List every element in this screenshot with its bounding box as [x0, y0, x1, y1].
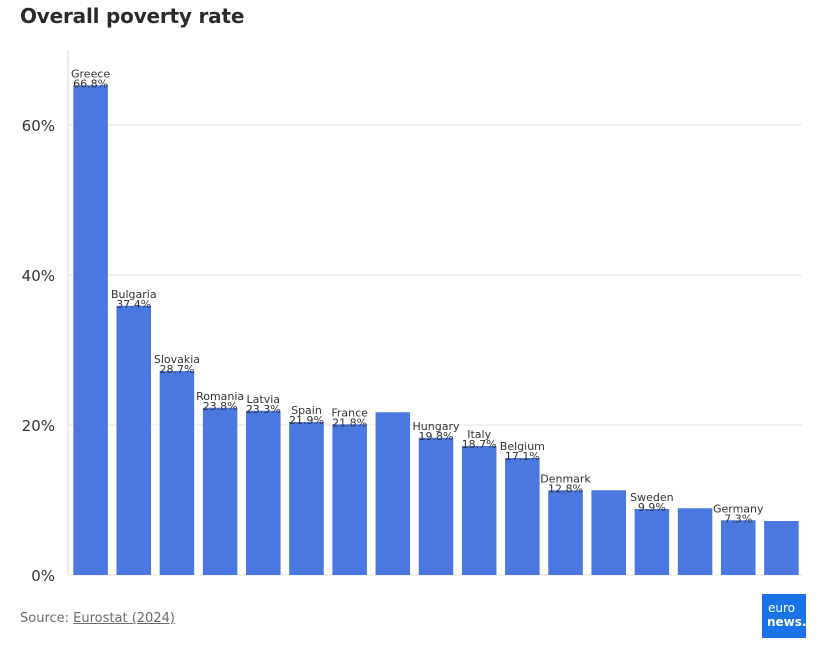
bar-value-label: 18.7% — [462, 438, 497, 451]
euronews-logo[interactable]: euro news. — [762, 594, 806, 638]
bar[interactable] — [591, 490, 626, 575]
bars — [73, 85, 799, 575]
bar-value-label: 28.7% — [159, 363, 194, 376]
bar-category-label: Italy — [467, 428, 491, 441]
bar[interactable] — [332, 424, 367, 575]
bar-value-label: 23.3% — [246, 403, 281, 416]
bar-value-label: 23.8% — [203, 400, 238, 413]
bar[interactable] — [375, 412, 411, 575]
bar-category-label: Hungary — [413, 420, 460, 433]
bar-value-label: 66.8% — [73, 77, 108, 90]
bar-value-label: 19.8% — [419, 430, 454, 443]
bar[interactable] — [73, 85, 108, 575]
bar[interactable] — [505, 458, 540, 575]
chart-title: Overall poverty rate — [20, 4, 245, 28]
y-tick-label: 40% — [22, 267, 55, 285]
bar-category-label: Bulgaria — [111, 288, 157, 301]
bar-category-label: Greece — [71, 67, 110, 80]
bar[interactable] — [461, 446, 497, 575]
bar-category-label: Denmark — [540, 472, 591, 485]
bar[interactable] — [159, 371, 195, 575]
y-tick-label: 20% — [22, 417, 55, 435]
bar-category-label: Latvia — [247, 393, 281, 406]
bar-value-label: 9.9% — [638, 501, 666, 514]
bar[interactable] — [246, 410, 281, 575]
logo-line1: euro — [768, 601, 795, 615]
bar[interactable] — [289, 422, 324, 575]
bar[interactable] — [677, 508, 713, 575]
bar-value-label: 21.8% — [332, 416, 367, 429]
logo-line2: news. — [767, 615, 807, 629]
source-link[interactable]: Eurostat (2024) — [73, 611, 175, 626]
bar-category-label: Belgium — [500, 440, 545, 453]
bar-value-label: 21.9% — [289, 414, 324, 427]
bar[interactable] — [720, 520, 756, 575]
bar-value-label: 7.3% — [724, 512, 752, 525]
bar-category-label: Sweden — [630, 491, 673, 504]
source-line: Source: Eurostat (2024) — [20, 611, 175, 626]
bar-category-label: France — [331, 406, 368, 419]
bar-category-label: Slovakia — [154, 353, 200, 366]
bar[interactable] — [116, 305, 152, 575]
y-tick-label: 0% — [31, 567, 55, 585]
bar[interactable] — [548, 490, 583, 575]
bar[interactable] — [634, 509, 670, 575]
bar-value-label: 12.8% — [548, 482, 583, 495]
bar[interactable] — [202, 407, 238, 575]
bar-value-label: 17.1% — [505, 450, 540, 463]
bar-category-label: Germany — [713, 502, 764, 515]
bar-value-label: 37.4% — [116, 298, 151, 311]
bar[interactable] — [418, 437, 454, 575]
source-prefix: Source: — [20, 611, 74, 626]
y-axis: 0% 20% 40% 60% — [22, 50, 69, 585]
y-tick-label: 60% — [22, 117, 55, 135]
bar[interactable] — [764, 521, 799, 575]
bar-category-label: Spain — [291, 404, 322, 417]
bar-category-label: Romania — [196, 390, 244, 403]
